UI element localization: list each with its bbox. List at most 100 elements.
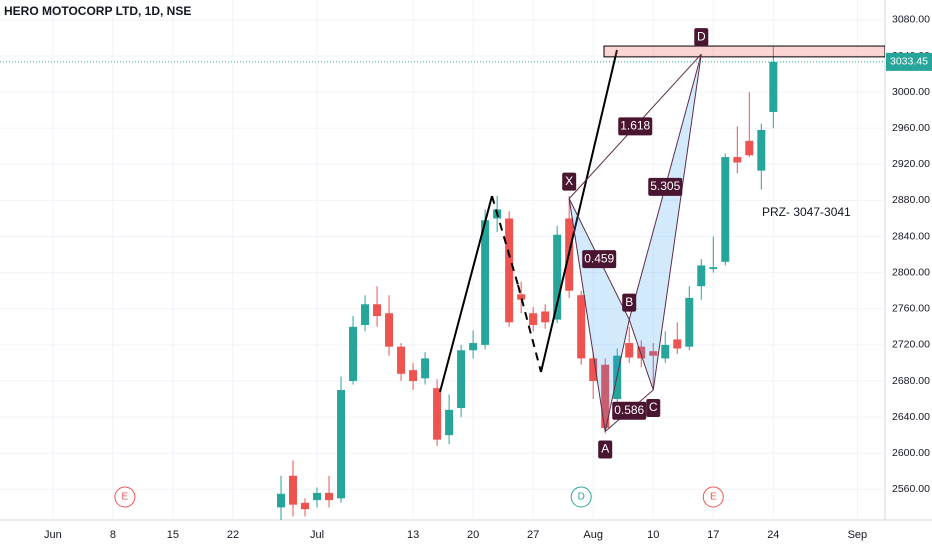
event-label: E <box>122 492 129 503</box>
y-tick-label: 3000.00 <box>892 86 930 98</box>
event-marker <box>702 486 724 508</box>
candle-body <box>457 350 466 409</box>
y-tick-label: 2880.00 <box>892 194 930 206</box>
candle-body <box>276 493 285 508</box>
candle-body <box>288 475 297 505</box>
trend-line <box>517 284 542 373</box>
candle-body <box>745 140 754 156</box>
pattern-triangle <box>629 54 702 391</box>
label-box <box>646 399 661 417</box>
event-marker <box>114 486 136 508</box>
x-tick-label: Jun <box>44 529 62 541</box>
y-tick-label: 2640.00 <box>892 411 930 423</box>
x-tick-label: Aug <box>583 529 603 541</box>
prz-zone <box>603 45 885 58</box>
candle-body <box>733 157 742 163</box>
candle-body <box>301 502 310 510</box>
label-box <box>618 117 653 136</box>
candle-body <box>661 344 670 359</box>
y-tick-label: 2960.00 <box>892 122 930 134</box>
candle-body <box>397 346 406 374</box>
annotation: PRZ- 3047-3041 <box>762 205 851 219</box>
candle-body <box>313 492 322 501</box>
label-box <box>648 177 683 196</box>
pattern-label: 1.618 <box>620 119 650 133</box>
trend-line <box>439 195 493 393</box>
pattern-label: A <box>601 442 609 456</box>
x-tick-label: Jul <box>310 529 324 541</box>
pattern-label: D <box>697 29 706 43</box>
last-price-box <box>886 52 932 71</box>
label-box <box>582 250 617 269</box>
candle-body <box>385 313 394 347</box>
event-marker <box>570 486 592 508</box>
candles <box>276 46 778 520</box>
candle-body <box>709 267 718 270</box>
chart-title: HERO MOTOCORP LTD, 1D, NSE <box>4 4 191 18</box>
event-label: E <box>710 492 717 503</box>
x-tick-label: 24 <box>767 529 779 541</box>
candle-body <box>433 388 442 440</box>
candle-body <box>553 234 562 320</box>
x-tick-label: Sep <box>848 529 868 541</box>
drawings <box>439 49 618 393</box>
y-tick-label: 2760.00 <box>892 303 930 315</box>
pattern-label: 0.586 <box>614 403 644 417</box>
last-price-label: 3033.45 <box>890 56 928 68</box>
candle-body <box>769 61 778 112</box>
x-tick-label: 8 <box>110 529 116 541</box>
candle-body <box>349 326 358 381</box>
y-tick-label: 2560.00 <box>892 483 930 495</box>
candle-body <box>649 351 658 356</box>
trend-line <box>491 195 519 286</box>
x-tick-label: 27 <box>527 529 539 541</box>
y-tick-label: 2680.00 <box>892 375 930 387</box>
candle-body <box>589 358 598 381</box>
candle-body <box>361 304 370 325</box>
candle-body <box>697 265 706 287</box>
y-tick-label: 2920.00 <box>892 158 930 170</box>
candle-body <box>517 294 526 300</box>
x-tick-label: 13 <box>407 529 419 541</box>
y-tick-label: 2800.00 <box>892 266 930 278</box>
x-tick-label: 22 <box>227 529 239 541</box>
label-box <box>622 293 637 312</box>
x-tick-label: 20 <box>467 529 479 541</box>
label-box <box>598 440 613 459</box>
label-box <box>612 401 647 420</box>
candle-body <box>685 297 694 347</box>
candle-body <box>757 130 766 171</box>
candle-body <box>673 339 682 349</box>
pattern-label: 0.459 <box>584 251 614 265</box>
candle-body <box>577 295 586 359</box>
candle-body <box>373 304 382 316</box>
y-tick-label: 3080.00 <box>892 14 930 26</box>
y-tick-label: 2720.00 <box>892 339 930 351</box>
pattern-label: 5.305 <box>650 179 680 193</box>
candle-body <box>625 343 634 358</box>
y-tick-label: 2840.00 <box>892 230 930 242</box>
pattern-label: X <box>565 174 573 188</box>
pattern-label: C <box>649 400 658 414</box>
candle-body <box>721 157 730 262</box>
label-box <box>694 28 709 47</box>
candle-body <box>409 370 418 381</box>
label-box <box>562 172 577 191</box>
pattern-label: B <box>625 295 633 309</box>
candle-body <box>337 390 346 499</box>
candle-body <box>481 220 490 345</box>
candle-body <box>505 218 514 323</box>
x-tick-label: 10 <box>647 529 659 541</box>
candle-body <box>445 409 454 436</box>
plot-area <box>0 0 885 520</box>
candle-body <box>469 343 478 351</box>
x-tick-label: 17 <box>707 529 719 541</box>
candle-body <box>421 358 430 379</box>
event-label: D <box>578 492 585 503</box>
candle-body <box>325 492 334 501</box>
candle-body <box>529 313 538 325</box>
candle-body <box>541 311 550 323</box>
x-tick-label: 15 <box>167 529 179 541</box>
